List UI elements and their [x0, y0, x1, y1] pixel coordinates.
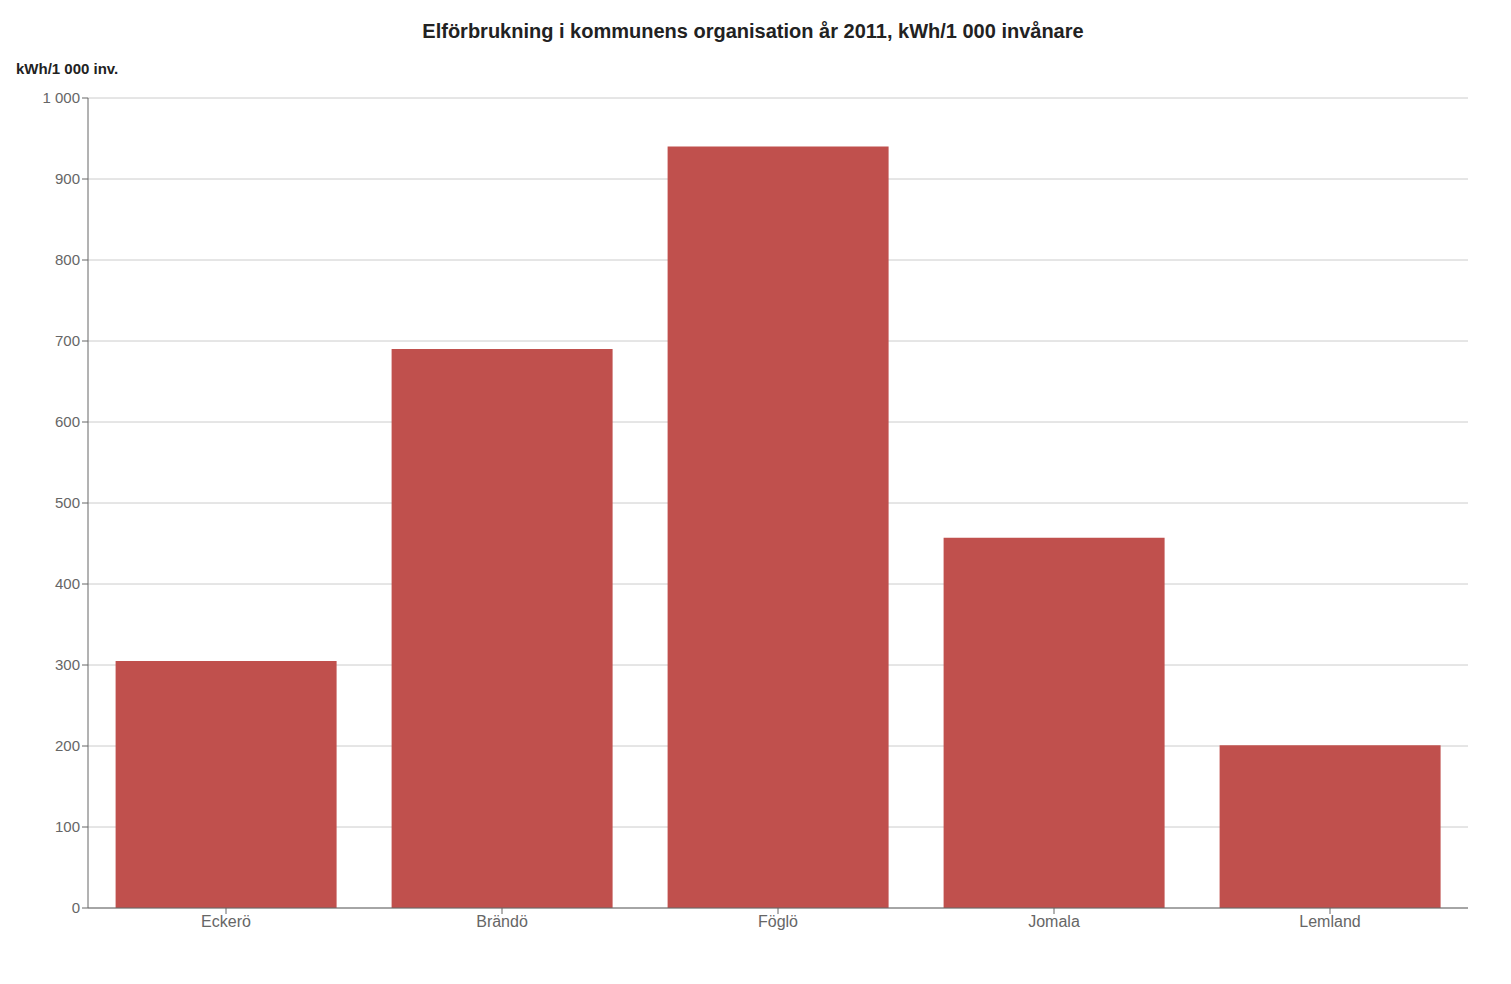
html-text:Elförbrukning i kommunens orga: Elförbrukning i kommunens organisation å…	[422, 20, 1084, 42]
svg-text:800: 800	[55, 251, 80, 268]
svg-text:400: 400	[55, 575, 80, 592]
svg-text:500: 500	[55, 494, 80, 511]
svg-text:200: 200	[55, 737, 80, 754]
svg-text:700: 700	[55, 332, 80, 349]
svg-text:600: 600	[55, 413, 80, 430]
svg-text:300: 300	[55, 656, 80, 673]
svg-text:Brändö: Brändö	[476, 913, 528, 930]
svg-text:Föglö: Föglö	[758, 913, 798, 930]
svg-text:900: 900	[55, 170, 80, 187]
svg-text:1 000: 1 000	[42, 89, 80, 106]
html-text:kWh/1 000 inv.: kWh/1 000 inv.	[16, 60, 119, 77]
svg-text:Jomala: Jomala	[1028, 913, 1080, 930]
svg-text:Eckerö: Eckerö	[201, 913, 251, 930]
svg-text:0: 0	[72, 899, 80, 916]
svg-text:Lemland: Lemland	[1299, 913, 1360, 930]
svg-text:100: 100	[55, 818, 80, 835]
